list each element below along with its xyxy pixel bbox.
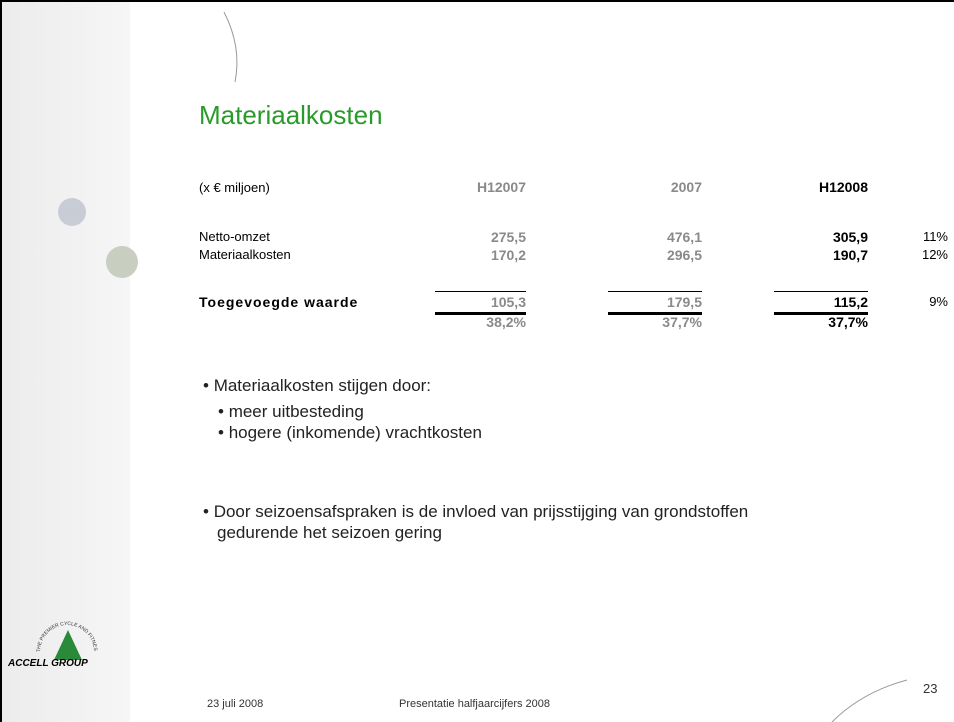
margin-cell: 37,7% [828,314,868,330]
value-cell: 170,2 [490,247,526,263]
growth: 9% [929,294,948,309]
row-label: Materiaalkosten [199,247,291,262]
title: Materiaalkosten [199,100,383,130]
rule-thick [435,312,526,315]
rule-thin [608,291,702,292]
logo-name: ACCELL GROUP [8,658,88,669]
header-cell: H12007 [476,179,526,195]
header-cell: (x € miljoen) [199,180,270,195]
bullet: • Materiaalkosten stijgen door: [203,376,432,395]
margin-cell: 38,2% [486,314,526,330]
row-label: Netto-omzet [199,229,270,244]
sub-bullet: • hogere (inkomende) vrachtkosten [218,423,482,442]
arrow [223,11,238,83]
header-cell: H12008 [818,179,868,195]
header-cell: 2007 [670,179,702,195]
rule-thin [435,291,526,292]
value-cell: 190,7 [832,247,868,263]
value-cell: 476,1 [666,229,702,245]
cyclist [106,246,138,278]
value-cell: 305,9 [832,229,868,245]
rule-thick [774,312,868,315]
rule-thick [608,312,702,315]
side-strip [2,2,130,722]
footer-event: Presentatie halfjaarcijfers 2008 [399,698,551,710]
footer-date: 23 juli 2008 [207,698,264,710]
growth: 11% [922,229,948,244]
bullet: • Door seizoensafspraken is de invloed v… [203,502,749,521]
page-number: 23 [923,681,938,696]
sub-bullet: • meer uitbesteding [218,402,364,421]
value-cell: 296,5 [666,247,702,263]
value-cell: 179,5 [666,294,702,310]
value-cell: 275,5 [490,229,526,245]
logo-tagline: THE PREMIER CYCLE AND FITNESS GROUP [2,2,98,652]
bullet-cont: gedurende het seizoen gering [217,523,442,542]
arrow [831,679,908,722]
rule-thin [774,291,868,292]
value-cell: 105,3 [490,294,526,310]
margin-cell: 37,7% [662,314,702,330]
cyclist [58,198,86,226]
value-cell: 115,2 [833,294,868,310]
logo-mark [54,630,82,660]
row-label: Toegevoegde waarde [199,294,359,310]
growth: 12% [921,247,948,262]
